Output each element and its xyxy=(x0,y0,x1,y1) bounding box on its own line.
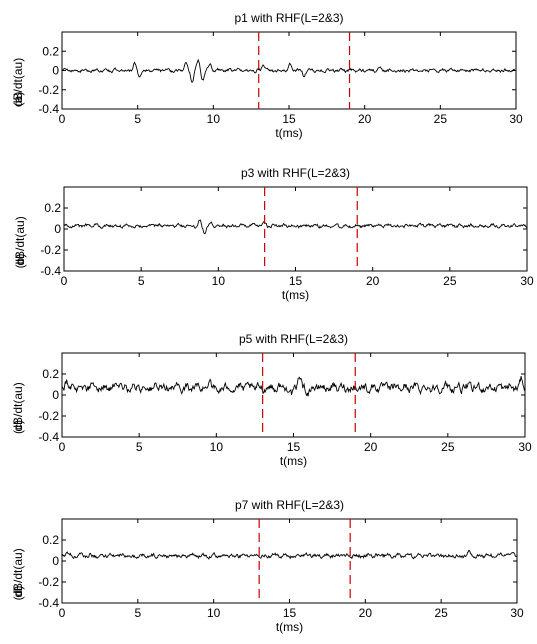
x-tick-label: 15 xyxy=(283,606,297,620)
x-tick-label: 15 xyxy=(289,274,303,288)
y-tick-label: 0.2 xyxy=(42,533,59,547)
x-tick-label: 20 xyxy=(364,440,378,454)
x-tick-label: 20 xyxy=(359,606,373,620)
signal-line xyxy=(64,219,527,235)
x-tick-label: 5 xyxy=(136,440,143,454)
x-tick-label: 0 xyxy=(61,274,68,288)
panel-label: (c) xyxy=(11,420,25,434)
x-tick-label: 25 xyxy=(434,112,448,126)
y-tick-label: -0.2 xyxy=(40,243,61,257)
y-axis-label: dB/dt(au) xyxy=(11,548,25,597)
panel-label: (d) xyxy=(11,586,25,601)
y-axis-label: dB/dt(au) xyxy=(11,58,25,107)
y-tick-label: 0.2 xyxy=(44,201,61,215)
x-tick-label: 20 xyxy=(358,112,372,126)
x-tick-label: 25 xyxy=(441,440,455,454)
x-tick-label: 5 xyxy=(134,112,141,126)
signal-line xyxy=(62,549,517,560)
panel-d: p7 with RHF(L=2&3) 0 5 10 15 20 25 30 0.2 0 -0.2 -0… xyxy=(11,498,524,634)
chart-title: p7 with RHF(L=2&3) xyxy=(235,498,344,512)
x-tick-label: 30 xyxy=(520,274,534,288)
x-tick-label: 0 xyxy=(59,440,66,454)
y-tick-label: 0 xyxy=(52,64,59,78)
chart-title: p3 with RHF(L=2&3) xyxy=(241,166,350,180)
plot-frame xyxy=(61,352,526,438)
signal-line xyxy=(62,58,516,83)
x-tick-label: 5 xyxy=(134,606,141,620)
panel-label: (a) xyxy=(11,92,25,107)
x-tick-label: 5 xyxy=(138,274,145,288)
panel-b: p3 with RHF(L=2&3) 0 5 10 15 20 25 30 0.2 0 -0.2 -0… xyxy=(13,166,534,302)
x-axis-label: t(ms) xyxy=(275,126,302,140)
x-tick-label: 30 xyxy=(518,440,532,454)
x-tick-label: 25 xyxy=(434,606,448,620)
y-tick-label: -0.4 xyxy=(38,430,59,444)
y-tick-label: -0.4 xyxy=(38,596,59,610)
y-axis-label: dB/dt(au) xyxy=(13,216,27,265)
x-tick-label: 20 xyxy=(366,274,380,288)
x-tick-label: 10 xyxy=(207,606,221,620)
x-tick-label: 0 xyxy=(59,112,66,126)
x-tick-label: 25 xyxy=(443,274,457,288)
x-tick-label: 10 xyxy=(207,112,221,126)
y-tick-label: -0.4 xyxy=(40,264,61,278)
x-tick-label: 10 xyxy=(210,440,224,454)
plot-frame xyxy=(61,518,518,604)
y-tick-label: 0.2 xyxy=(42,44,59,58)
x-axis-label: t(ms) xyxy=(282,288,309,302)
y-tick-label: 0 xyxy=(54,222,61,236)
x-axis-label: t(ms) xyxy=(276,620,303,634)
y-tick-label: -0.2 xyxy=(38,575,59,589)
y-tick-label: 0.2 xyxy=(42,367,59,381)
x-tick-label: 15 xyxy=(287,440,301,454)
y-tick-label: -0.4 xyxy=(38,102,59,116)
panel-c: p5 with RHF(L=2&3) 0 5 10 15 20 25 30 0.2 0 -0.2 -0… xyxy=(11,332,532,468)
plot-frame xyxy=(63,186,528,272)
panel-label: (b) xyxy=(13,254,27,269)
y-tick-label: 0 xyxy=(52,554,59,568)
signal-line xyxy=(62,376,525,397)
y-axis-label: dB/dt(au) xyxy=(11,382,25,431)
chart-title: p1 with RHF(L=2&3) xyxy=(234,11,343,25)
chart-title: p5 with RHF(L=2&3) xyxy=(239,332,348,346)
x-tick-label: 30 xyxy=(509,112,523,126)
x-tick-label: 10 xyxy=(212,274,226,288)
x-tick-label: 30 xyxy=(510,606,524,620)
y-tick-label: -0.2 xyxy=(38,83,59,97)
x-tick-label: 0 xyxy=(59,606,66,620)
y-tick-label: -0.2 xyxy=(38,409,59,423)
y-tick-label: 0 xyxy=(52,388,59,402)
x-axis-label: t(ms) xyxy=(280,454,307,468)
x-tick-label: 15 xyxy=(282,112,296,126)
panel-a: p1 with RHF(L=2&3) 0 5 10 15 20 25 30 0.2 0 -0.2 -0… xyxy=(11,11,523,140)
